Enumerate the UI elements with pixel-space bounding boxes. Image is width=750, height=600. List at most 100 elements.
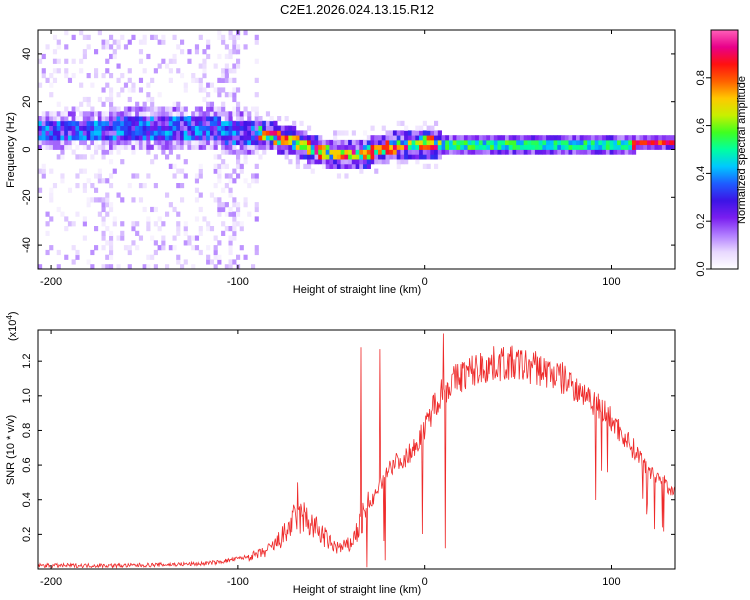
spectrogram-cell: [105, 125, 110, 131]
spectrogram-cell: [254, 135, 259, 141]
spectrogram-cell: [284, 149, 289, 155]
spectrogram-cell: [329, 154, 334, 160]
spectrogram-cell: [150, 96, 155, 103]
spectrogram-cell: [404, 154, 409, 160]
spectrogram-cell: [194, 173, 200, 179]
spectrogram-cell: [243, 130, 248, 136]
spectrogram-cell: [194, 235, 200, 241]
spectrogram-cell: [206, 144, 211, 150]
spectrogram-cell: [224, 111, 229, 117]
spectrogram-cell: [239, 226, 244, 232]
spectrogram-cell: [86, 259, 91, 265]
spectrogram-cell: [568, 149, 573, 155]
spectrogram-cell: [228, 77, 233, 83]
spectrogram-cell: [75, 183, 80, 189]
spectrogram-cell: [187, 130, 192, 136]
spectrogram-cell: [94, 149, 99, 155]
spectrogram-cell: [232, 125, 237, 131]
spectrogram-cell: [71, 73, 76, 79]
spectrogram-cell: [434, 154, 439, 160]
spectrogram-cell: [120, 221, 125, 227]
spectrogram-cell: [374, 159, 379, 165]
spectrogram-cell: [262, 135, 267, 141]
spectrogram-cell: [67, 77, 73, 83]
spectrogram-cell: [572, 135, 577, 141]
spectrogram-cell: [355, 159, 360, 165]
spectrogram-cells: [38, 30, 675, 269]
spectrogram-cell: [109, 139, 114, 146]
spectrogram-cell: [333, 135, 338, 141]
spectrogram-cell: [404, 149, 409, 155]
spectrogram-cell: [109, 235, 114, 241]
spectrogram-cell: [213, 183, 218, 189]
spectrogram-cell: [138, 111, 144, 117]
spectrogram-cell: [243, 202, 248, 208]
spectrogram-cell: [239, 135, 244, 141]
spectrogram-cell: [112, 130, 117, 136]
spectrogram-cell: [168, 125, 173, 131]
spectrogram-cell: [94, 73, 99, 79]
spectrogram-cell: [303, 135, 308, 141]
spectrogram-cell: [310, 135, 315, 141]
spectrogram-cell: [419, 125, 424, 131]
x-tick-label: -200: [40, 276, 62, 288]
spectrogram-cell: [224, 226, 229, 232]
spectrogram-cell: [183, 226, 188, 232]
spectrogram-cell: [232, 111, 237, 117]
spectrogram-cell: [613, 144, 618, 150]
spectrogram-cell: [109, 101, 114, 107]
spectrogram-cell: [168, 149, 173, 155]
spectrogram-cell: [161, 221, 166, 227]
spectrogram-cell: [142, 183, 147, 189]
spectrogram-cell: [172, 206, 177, 213]
spectrogram-cell: [415, 159, 420, 165]
spectrogram-cell: [400, 149, 405, 155]
spectrogram-cell: [217, 168, 222, 174]
spectrogram-cell: [594, 135, 599, 141]
spectrogram-cell: [52, 34, 58, 40]
spectrogram-cell: [131, 221, 136, 227]
spectrogram-cell: [198, 34, 203, 40]
spectrogram-cell: [120, 197, 125, 203]
spectrogram-cell: [64, 73, 69, 79]
spectrogram-cell: [79, 135, 84, 141]
spectrogram-cell: [52, 125, 58, 131]
spectrogram-cell: [127, 111, 132, 117]
spectrogram-cell: [251, 106, 256, 112]
spectrogram-cell: [194, 49, 200, 55]
spectrogram-cell: [389, 154, 394, 160]
spectrogram-cell: [168, 116, 173, 122]
spectrogram-cell: [49, 245, 54, 251]
spectrogram-cell: [209, 259, 215, 265]
spectrogram-cell: [228, 206, 233, 213]
spectrogram-cell: [292, 149, 297, 155]
spectrogram-cell: [254, 178, 259, 184]
spectrogram-cell: [217, 106, 222, 112]
spectrogram-cell: [157, 111, 162, 117]
spectrogram-cell: [288, 139, 293, 146]
spectrogram-cell: [191, 245, 196, 251]
spectrogram-cell: [228, 249, 233, 256]
spectrogram-cell: [75, 144, 80, 150]
spectrogram-cell: [75, 106, 80, 112]
spectrogram-cell: [307, 139, 312, 146]
spectrogram-cell: [463, 139, 469, 146]
spectrogram-cell: [172, 58, 177, 64]
spectrogram-cell: [64, 111, 69, 117]
spectrogram-cell: [228, 34, 233, 40]
spectrogram-cell: [366, 154, 371, 160]
spectrogram-cell: [131, 111, 136, 117]
spectrogram-cell: [598, 144, 603, 150]
spectrogram-cell: [310, 139, 315, 146]
spectrogram-cell: [183, 120, 188, 126]
spectrogram-cell: [45, 120, 50, 126]
spectrogram-cell: [512, 144, 517, 150]
spectrogram-cell: [180, 168, 185, 174]
spectrogram-cell: [325, 144, 330, 150]
spectrogram-cell: [142, 111, 147, 117]
spectrogram-cell: [71, 221, 76, 227]
spectrogram-cell: [232, 44, 237, 50]
spectrogram-cell: [97, 173, 102, 179]
spectrogram-cell: [206, 120, 211, 126]
spectrogram-cell: [209, 106, 215, 112]
